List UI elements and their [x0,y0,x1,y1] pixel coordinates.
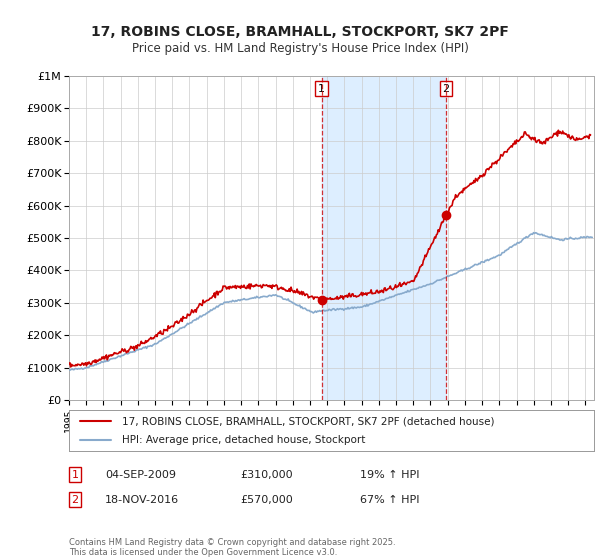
Text: 67% ↑ HPI: 67% ↑ HPI [360,494,419,505]
Text: 1: 1 [318,83,325,94]
Text: 1: 1 [71,470,79,480]
Text: 17, ROBINS CLOSE, BRAMHALL, STOCKPORT, SK7 2PF (detached house): 17, ROBINS CLOSE, BRAMHALL, STOCKPORT, S… [121,417,494,427]
Text: £310,000: £310,000 [240,470,293,480]
Text: Price paid vs. HM Land Registry's House Price Index (HPI): Price paid vs. HM Land Registry's House … [131,42,469,55]
Text: Contains HM Land Registry data © Crown copyright and database right 2025.
This d: Contains HM Land Registry data © Crown c… [69,538,395,557]
Text: 18-NOV-2016: 18-NOV-2016 [105,494,179,505]
Bar [322,76,446,400]
Text: 2: 2 [442,83,449,94]
Text: £570,000: £570,000 [240,494,293,505]
Text: 17, ROBINS CLOSE, BRAMHALL, STOCKPORT, SK7 2PF: 17, ROBINS CLOSE, BRAMHALL, STOCKPORT, S… [91,25,509,39]
Text: 19% ↑ HPI: 19% ↑ HPI [360,470,419,480]
Text: 2: 2 [71,494,79,505]
Text: HPI: Average price, detached house, Stockport: HPI: Average price, detached house, Stoc… [121,435,365,445]
Text: 04-SEP-2009: 04-SEP-2009 [105,470,176,480]
